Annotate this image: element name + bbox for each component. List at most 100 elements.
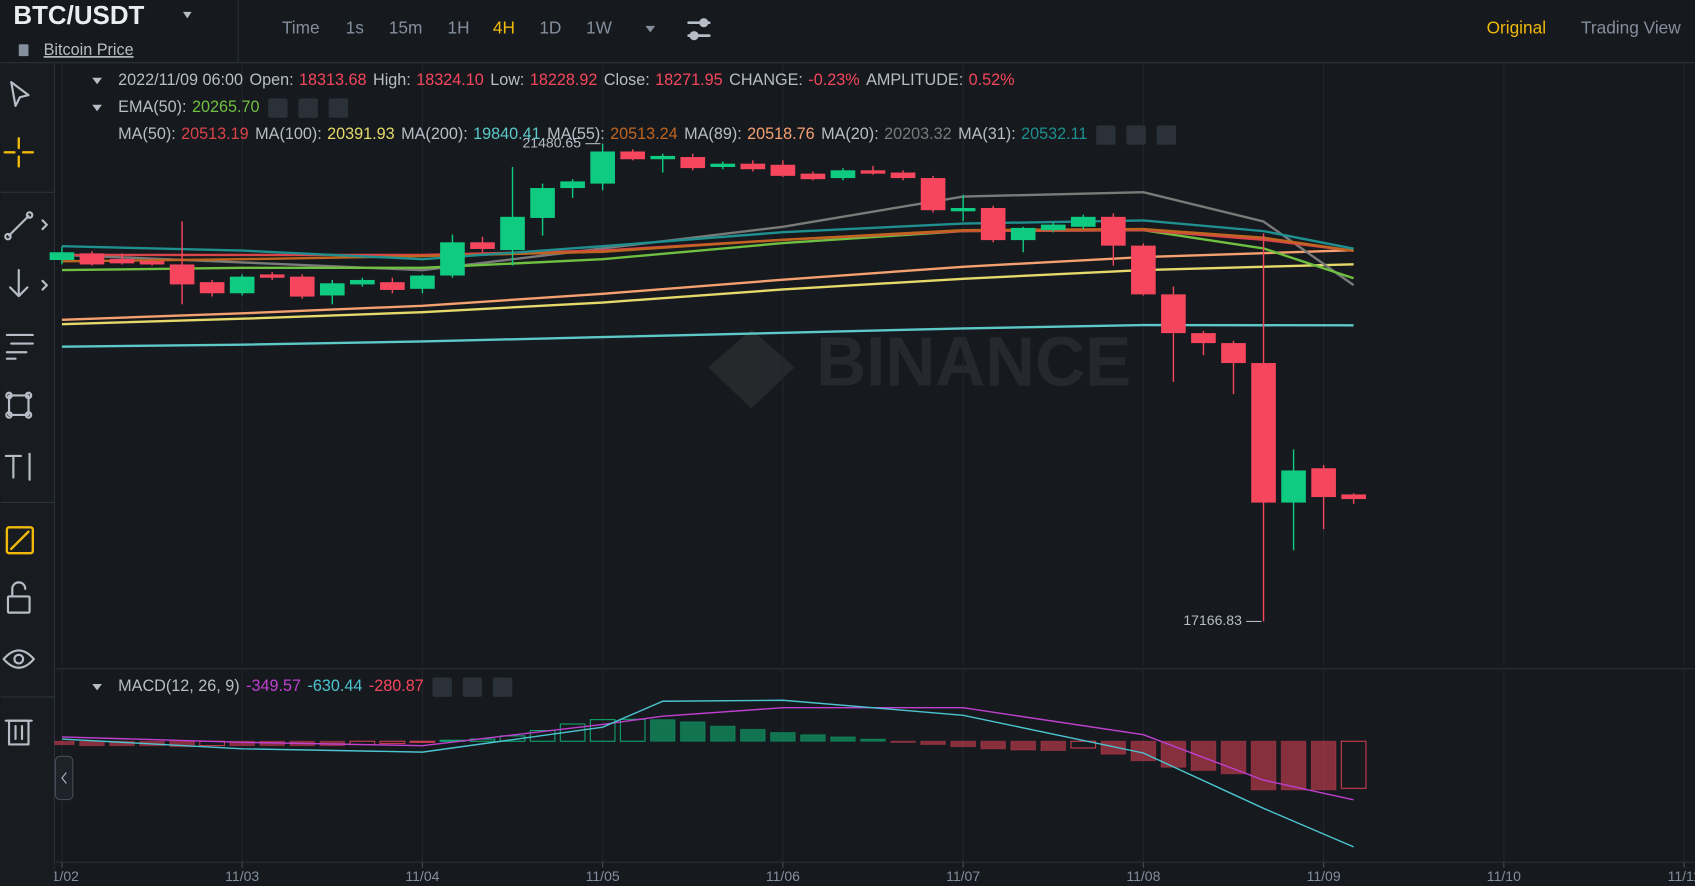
candle-body bbox=[800, 173, 826, 180]
macd-histogram-bar bbox=[79, 740, 105, 747]
candle-body bbox=[1040, 224, 1066, 231]
macd-histogram-bar bbox=[169, 740, 195, 748]
ma-line bbox=[61, 323, 1354, 348]
indicator-eye-button[interactable] bbox=[432, 677, 452, 697]
legend-text: 2022/11/09 06:00 bbox=[118, 71, 243, 89]
scroll-handle[interactable] bbox=[54, 755, 74, 801]
candle-body bbox=[770, 164, 796, 176]
candle-body bbox=[740, 163, 766, 170]
legend-text: MA(20): bbox=[821, 125, 879, 143]
cursor-tool[interactable] bbox=[10, 81, 30, 107]
lock-tool[interactable] bbox=[6, 581, 31, 614]
view-option[interactable]: Trading View bbox=[1581, 18, 1681, 38]
crosshair-tool[interactable] bbox=[3, 137, 35, 168]
candle-body bbox=[109, 258, 135, 264]
macd-histogram-bar bbox=[1340, 740, 1367, 789]
shape-tool[interactable] bbox=[5, 391, 33, 419]
legend-text: 20513.24 bbox=[610, 125, 678, 143]
candle-body bbox=[229, 276, 255, 294]
indicator-eye-button[interactable] bbox=[268, 98, 288, 118]
legend-text: MA(50): bbox=[118, 125, 176, 143]
macd-histogram-bar bbox=[1190, 740, 1217, 771]
collapse-toggle[interactable] bbox=[92, 683, 102, 691]
interval-option[interactable]: 1H bbox=[447, 18, 469, 38]
indicator-close-button[interactable] bbox=[492, 677, 513, 697]
x-tick-label: 11/11 bbox=[1668, 868, 1695, 884]
candles: 21480.65 17166.83 bbox=[49, 134, 1366, 628]
x-tick-label: 11/08 bbox=[1126, 868, 1160, 884]
symbol-dropdown[interactable] bbox=[183, 11, 192, 19]
collapse-toggle[interactable] bbox=[92, 77, 102, 85]
interval-option[interactable]: 15m bbox=[389, 18, 423, 38]
macd-histogram-bar bbox=[890, 740, 916, 743]
indicator-close-button[interactable] bbox=[1156, 125, 1177, 145]
macd-histogram-bar bbox=[1310, 740, 1337, 791]
candle-body bbox=[710, 163, 736, 167]
indicator-settings-button[interactable] bbox=[462, 677, 483, 697]
macd-panel bbox=[54, 699, 1367, 848]
legend-text: 20391.93 bbox=[327, 125, 395, 143]
ma-line bbox=[61, 263, 1354, 326]
candle-body bbox=[1131, 245, 1156, 295]
macd-histogram-bar bbox=[920, 740, 946, 745]
macd-histogram-bar bbox=[1280, 740, 1307, 791]
legend-text: 19840.41 bbox=[473, 125, 541, 143]
macd-histogram-bar bbox=[529, 729, 556, 742]
candle-body bbox=[259, 274, 285, 278]
trendline-tool[interactable] bbox=[4, 211, 48, 241]
candle-body bbox=[1191, 333, 1216, 344]
interval-option[interactable]: 1W bbox=[586, 18, 613, 38]
candle-body bbox=[289, 276, 315, 297]
legend-text: High: bbox=[373, 71, 411, 89]
legend-text: MA(89): bbox=[684, 125, 742, 143]
x-tick-label: 11/09 bbox=[1307, 868, 1341, 884]
legend-text: CHANGE: bbox=[729, 71, 803, 89]
interval-option[interactable]: Time bbox=[282, 18, 320, 38]
interval-option[interactable]: 1s bbox=[346, 18, 365, 38]
view-option[interactable]: Original bbox=[1487, 18, 1547, 38]
text-tool[interactable] bbox=[4, 452, 31, 481]
candle-body bbox=[470, 242, 495, 249]
ma-line bbox=[61, 227, 1354, 263]
candle-body bbox=[620, 151, 646, 160]
delete-tool[interactable] bbox=[4, 719, 33, 746]
legend-text: MA(55): bbox=[547, 125, 605, 143]
visibility-tool[interactable] bbox=[2, 649, 35, 669]
indicator-settings-button[interactable] bbox=[1126, 125, 1146, 145]
draw-mode-tool[interactable] bbox=[5, 526, 35, 555]
candle-body bbox=[1010, 227, 1036, 241]
macd-histogram-bar bbox=[770, 732, 796, 742]
candle-body bbox=[920, 178, 946, 211]
interval-option[interactable]: 4H bbox=[493, 18, 515, 38]
arrow-tool[interactable] bbox=[9, 269, 48, 298]
candle-body bbox=[380, 282, 405, 290]
legend-text: 20203.32 bbox=[884, 125, 952, 143]
indicator-eye-button[interactable] bbox=[1096, 125, 1116, 145]
macd-histogram-bar bbox=[679, 721, 706, 742]
candle-body bbox=[530, 188, 555, 218]
macd-histogram-bar bbox=[1070, 740, 1097, 749]
settings-icon[interactable] bbox=[687, 18, 711, 41]
grid bbox=[61, 63, 1685, 863]
toolbar bbox=[0, 63, 55, 886]
symbol[interactable]: BTC/USDT bbox=[13, 2, 144, 30]
interval-option[interactable]: 1D bbox=[539, 18, 561, 38]
candle-body bbox=[590, 151, 615, 184]
macd-histogram-bar bbox=[1100, 740, 1127, 755]
fib-tool[interactable] bbox=[5, 333, 34, 360]
subtitle-link[interactable]: Bitcoin Price bbox=[44, 41, 134, 59]
macd-histogram-bar bbox=[379, 740, 406, 744]
interval-dropdown[interactable] bbox=[645, 25, 656, 33]
indicator-close-button[interactable] bbox=[328, 98, 349, 118]
collapse-toggle[interactable] bbox=[92, 104, 102, 112]
candle-body bbox=[1311, 468, 1336, 498]
toolbar-foot bbox=[0, 863, 55, 886]
indicator-settings-button[interactable] bbox=[298, 98, 318, 118]
candle-body bbox=[1101, 216, 1126, 246]
candle-body bbox=[319, 283, 345, 296]
legend-text: MA(200): bbox=[401, 125, 468, 143]
legend-text: Low: bbox=[490, 71, 524, 89]
legend-text: -0.23% bbox=[808, 71, 859, 89]
macd-histogram-bar bbox=[1010, 740, 1037, 751]
